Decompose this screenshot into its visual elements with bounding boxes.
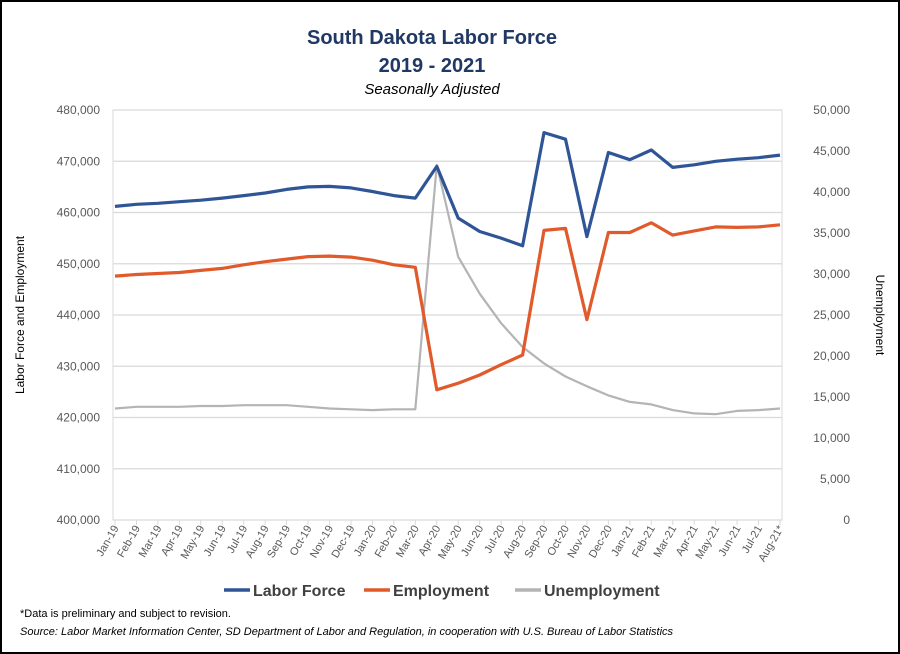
y-left-tick-label: 430,000 <box>57 359 101 373</box>
series-line-labor-force <box>114 131 781 248</box>
y-left-tick-label: 400,000 <box>57 513 101 527</box>
y-right-tick-label: 0 <box>843 513 850 527</box>
legend-label: Unemployment <box>544 583 660 600</box>
chart-subtitle: 2019 - 2021 <box>379 55 486 77</box>
y-right-tick-label: 15,000 <box>813 390 850 404</box>
y-left-tick-label: 450,000 <box>57 257 101 271</box>
y-left-tick-label: 410,000 <box>57 462 101 476</box>
y-right-tick-label: 10,000 <box>813 431 850 445</box>
legend-label: Employment <box>393 583 490 600</box>
series-line-employment <box>114 221 781 392</box>
footnote: *Data is preliminary and subject to revi… <box>20 608 231 620</box>
y-left-tick-label: 470,000 <box>57 154 101 168</box>
source-note: Source: Labor Market Information Center,… <box>20 626 674 638</box>
chart-subtitle-2: Seasonally Adjusted <box>364 81 500 98</box>
y-right-tick-label: 20,000 <box>813 349 850 363</box>
y-left-tick-label: 460,000 <box>57 206 101 220</box>
y-right-tick-label: 45,000 <box>813 144 850 158</box>
y-right-tick-label: 40,000 <box>813 185 850 199</box>
y-left-axis-label: Labor Force and Employment <box>13 235 27 394</box>
y-left-tick-label: 440,000 <box>57 308 101 322</box>
y-left-tick-label: 480,000 <box>57 103 101 117</box>
y-right-axis-label: Unemployment <box>873 275 887 356</box>
y-right-tick-label: 30,000 <box>813 267 850 281</box>
series-line-unemployment <box>114 163 781 416</box>
y-right-tick-label: 50,000 <box>813 103 850 117</box>
legend-label: Labor Force <box>253 583 346 600</box>
chart-title: South Dakota Labor Force <box>307 27 557 49</box>
y-right-tick-label: 5,000 <box>820 472 850 486</box>
y-right-tick-label: 25,000 <box>813 308 850 322</box>
y-right-tick-label: 35,000 <box>813 226 850 240</box>
y-left-tick-label: 420,000 <box>57 411 101 425</box>
